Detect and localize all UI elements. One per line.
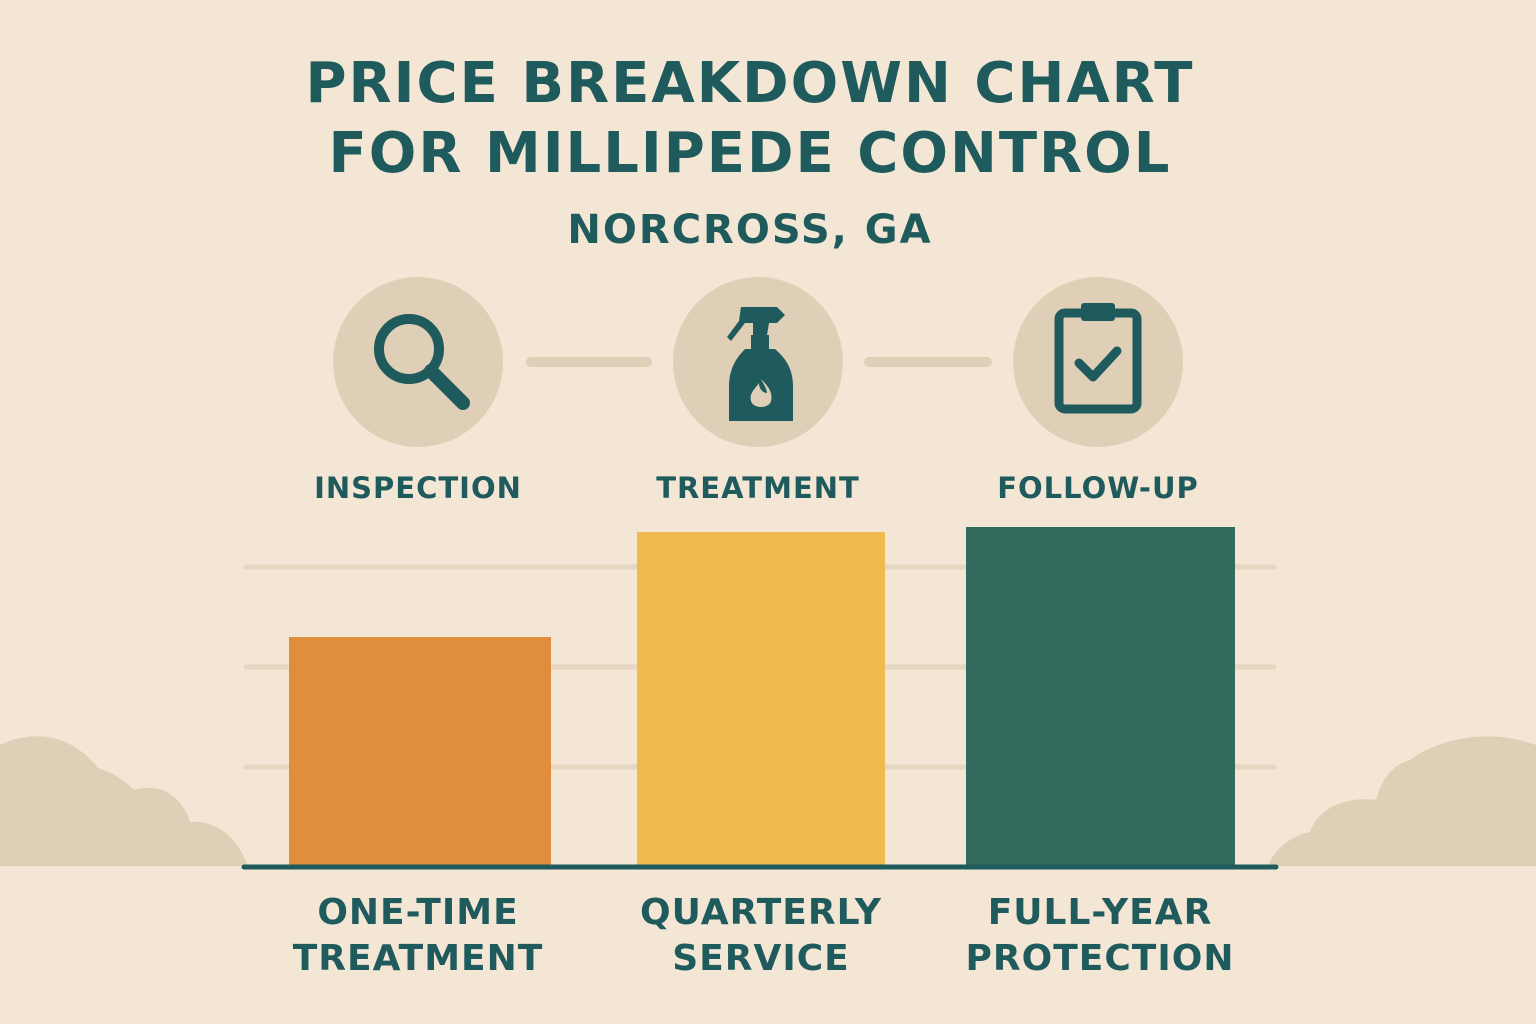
step-circle bbox=[1013, 277, 1183, 447]
spray-bottle-icon bbox=[727, 307, 793, 421]
magnifying-glass-icon bbox=[374, 314, 470, 410]
step-connector-1 bbox=[526, 357, 652, 367]
chart-title: PRICE BREAKDOWN CHART FOR MILLIPEDE CONT… bbox=[0, 52, 1536, 192]
step-circle bbox=[333, 277, 503, 447]
x-tick-label-one-time: ONE-TIME TREATMENT bbox=[292, 892, 544, 979]
step-treatment: TREATMENT bbox=[628, 277, 888, 505]
decor-bush-left bbox=[0, 736, 248, 866]
step-follow-up: FOLLOW-UP bbox=[968, 277, 1228, 505]
bar-full-year-protection bbox=[966, 527, 1235, 867]
title-line-2: FOR MILLIPEDE CONTROL bbox=[328, 121, 1172, 186]
chart-subtitle: NORCROSS, GA bbox=[567, 207, 933, 253]
clipboard-check-icon bbox=[1054, 303, 1142, 414]
step-connector-2 bbox=[864, 357, 992, 367]
decor-bush-right bbox=[1268, 736, 1536, 866]
x-tick-label-quarterly: QUARTERLY SERVICE bbox=[640, 892, 882, 979]
step-label: INSPECTION bbox=[314, 471, 522, 505]
x-tick-label-full-year: FULL-YEAR PROTECTION bbox=[965, 892, 1235, 979]
step-inspection: INSPECTION bbox=[288, 277, 548, 505]
step-circle bbox=[673, 277, 843, 447]
step-label: TREATMENT bbox=[656, 471, 860, 505]
bar-one-time-treatment bbox=[289, 637, 551, 867]
title-line-1: PRICE BREAKDOWN CHART bbox=[305, 51, 1195, 116]
step-label: FOLLOW-UP bbox=[997, 471, 1199, 505]
bar-quarterly-service bbox=[637, 532, 885, 867]
